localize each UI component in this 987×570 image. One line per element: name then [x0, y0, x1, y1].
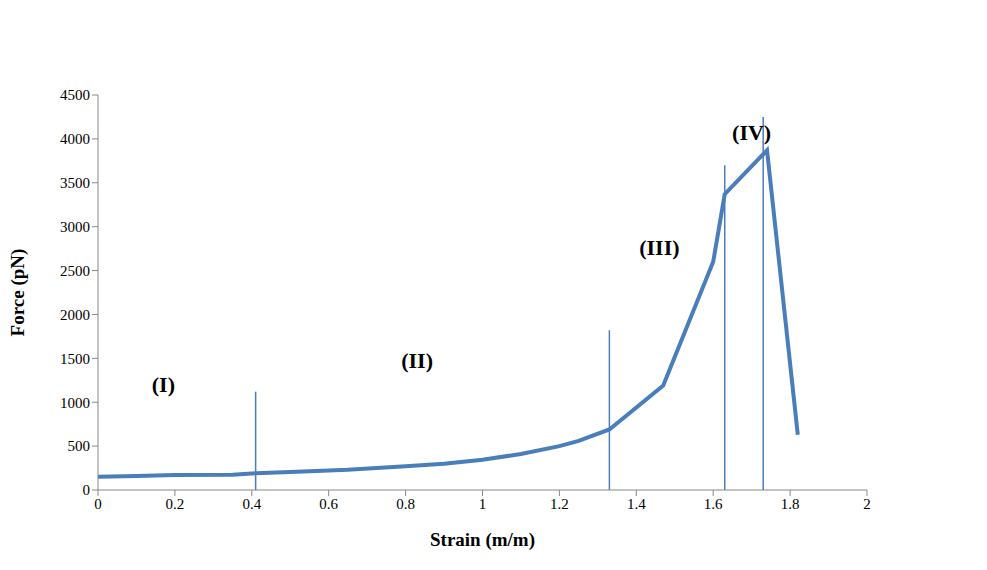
svg-text:0.6: 0.6	[319, 496, 338, 512]
svg-text:1: 1	[479, 496, 487, 512]
svg-text:1.2: 1.2	[550, 496, 569, 512]
svg-text:Strain (m/m): Strain (m/m)	[430, 529, 535, 551]
svg-text:3500: 3500	[60, 175, 90, 191]
svg-text:4000: 4000	[60, 131, 90, 147]
svg-text:1.6: 1.6	[704, 496, 723, 512]
svg-text:2000: 2000	[60, 307, 90, 323]
svg-text:0.2: 0.2	[166, 496, 185, 512]
svg-text:(I): (I)	[152, 372, 175, 397]
svg-text:1500: 1500	[60, 351, 90, 367]
svg-text:2: 2	[863, 496, 871, 512]
svg-text:(IV): (IV)	[732, 120, 771, 145]
svg-text:0: 0	[94, 496, 102, 512]
svg-text:(III): (III)	[639, 235, 679, 260]
svg-text:0: 0	[83, 482, 91, 498]
svg-text:2500: 2500	[60, 263, 90, 279]
svg-text:1.4: 1.4	[627, 496, 646, 512]
svg-text:(II): (II)	[401, 348, 433, 373]
svg-text:3000: 3000	[60, 219, 90, 235]
svg-text:Force (pN): Force (pN)	[7, 249, 29, 337]
svg-text:0.8: 0.8	[396, 496, 415, 512]
svg-text:0.4: 0.4	[242, 496, 261, 512]
svg-text:4500: 4500	[60, 87, 90, 103]
svg-text:1000: 1000	[60, 395, 90, 411]
svg-text:500: 500	[68, 438, 91, 454]
svg-text:1.8: 1.8	[781, 496, 800, 512]
